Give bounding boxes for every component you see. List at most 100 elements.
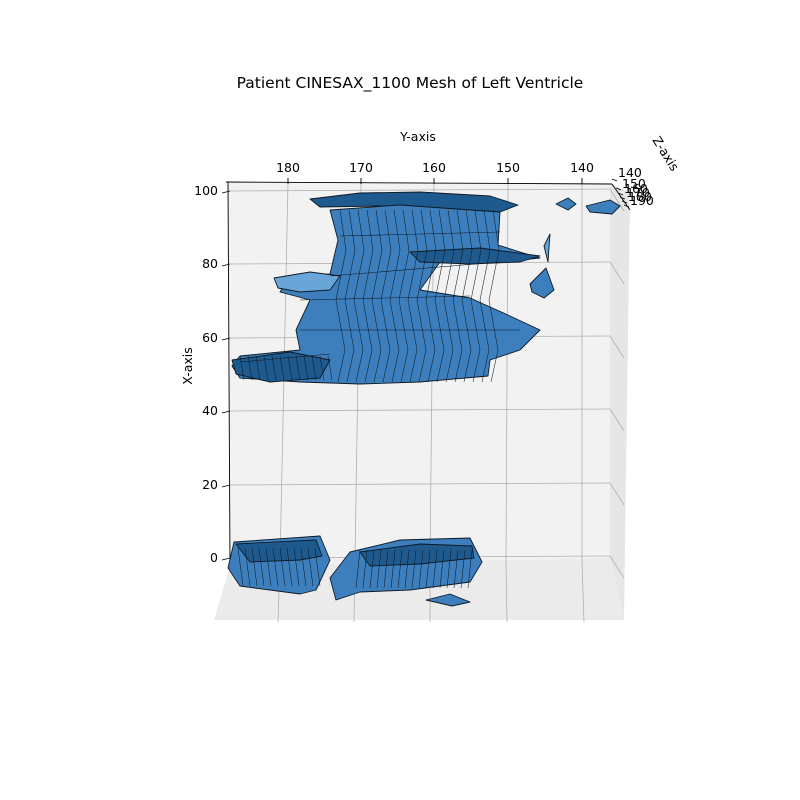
mesh-patch: [529, 267, 555, 299]
y-tick-label: 140: [570, 160, 594, 175]
mesh-edge: [383, 549, 389, 589]
mesh-edge: [452, 299, 463, 351]
y-tick-label: 170: [349, 160, 373, 175]
grid-line-x: [229, 188, 611, 192]
mesh-edge: [389, 299, 400, 351]
mesh-edge: [393, 209, 401, 251]
x-tick-label: 80: [202, 256, 218, 271]
mesh-edge: [481, 349, 490, 383]
mesh-edge: [287, 355, 293, 381]
mesh-edge: [376, 549, 382, 589]
mesh-edge: [369, 549, 375, 589]
mesh-edge: [279, 547, 286, 587]
mesh-edge: [400, 349, 409, 383]
mesh-edge: [483, 209, 491, 251]
x-tick-mark: [221, 190, 231, 194]
mesh-edge: [337, 349, 346, 383]
z-tick-label: 190: [630, 193, 654, 208]
x-tick-label: 60: [202, 330, 218, 345]
left-axis-line: [227, 181, 231, 567]
mesh-edge: [293, 547, 300, 587]
mesh-edge: [371, 249, 383, 301]
mesh-edge: [251, 547, 258, 587]
z-tick-label: 140: [618, 165, 642, 180]
grid-line-y-floor: [505, 561, 508, 623]
grid-line-x-side: [609, 555, 625, 579]
mesh-edge: [348, 209, 356, 251]
mesh-edge: [443, 249, 455, 301]
mesh-edge: [463, 349, 472, 383]
mesh-edge: [239, 353, 331, 363]
z-tick-mark: [611, 178, 618, 182]
mesh-edge: [389, 249, 401, 301]
mesh-edge: [397, 549, 403, 589]
mesh-edge: [436, 349, 445, 383]
mesh-patch: [555, 197, 577, 211]
mesh-patch: [273, 271, 341, 293]
mesh-edge: [488, 299, 499, 351]
mesh-edge: [353, 249, 365, 301]
mesh-edge: [445, 349, 454, 383]
mesh-edge: [353, 299, 364, 351]
mesh-edge: [472, 349, 481, 383]
mesh-patch: [359, 543, 475, 567]
mesh-edge: [355, 349, 364, 383]
mesh-patch: [585, 199, 621, 215]
mesh-edge: [258, 547, 265, 587]
y-axis-label: Y-axis: [399, 129, 436, 144]
mesh-edge: [237, 547, 244, 587]
mesh-edge: [418, 549, 424, 589]
mesh-edge: [265, 547, 272, 587]
mesh-edge: [375, 209, 383, 251]
mesh-edge: [362, 299, 373, 351]
mesh-edge: [446, 549, 452, 589]
mesh-patch: [425, 593, 471, 607]
mesh-edge: [479, 249, 491, 301]
z-tick-mark: [621, 200, 628, 204]
mesh-edge: [409, 349, 418, 383]
x-tick-label: 0: [210, 550, 218, 565]
x-tick-label: 40: [202, 403, 218, 418]
x-tick-label: 20: [202, 477, 218, 492]
mesh-edge: [407, 299, 418, 351]
x-tick-mark: [221, 557, 231, 561]
mesh-patch: [543, 233, 551, 263]
mesh-edge: [438, 209, 446, 251]
mesh-edge: [416, 299, 427, 351]
mesh-edge: [339, 209, 347, 251]
mesh-edge: [398, 299, 409, 351]
mesh-edge: [474, 209, 482, 251]
mesh-edge: [300, 547, 307, 587]
mesh-edge: [460, 549, 466, 589]
mesh-edge: [434, 299, 445, 351]
mesh-edge: [404, 549, 410, 589]
mesh-edge: [490, 349, 499, 383]
mesh-edge: [454, 349, 463, 383]
mesh-edge: [488, 249, 500, 301]
mesh-edge: [461, 249, 473, 301]
z-tick-label: 170: [626, 185, 650, 200]
mesh-edge: [373, 349, 382, 383]
top-axis-line: [225, 181, 613, 185]
x-tick-mark: [221, 337, 231, 341]
mesh-edge: [362, 249, 374, 301]
mesh-edge: [443, 299, 454, 351]
mesh-edge: [344, 299, 355, 351]
mesh-edge: [456, 209, 464, 251]
z-tick-mark: [619, 196, 626, 200]
mesh-edge: [384, 209, 392, 251]
mesh-edge: [425, 299, 436, 351]
mesh-edge: [319, 355, 325, 381]
mesh-edge: [420, 209, 428, 251]
mesh-edge: [429, 209, 437, 251]
mesh-edge: [432, 549, 438, 589]
grid-line-x-side: [609, 408, 625, 432]
z-tick-mark: [617, 192, 624, 196]
z-tick-label: 160: [624, 181, 648, 196]
mesh-edge: [366, 209, 374, 251]
mesh-edge: [425, 549, 431, 589]
z-tick-label: 180: [628, 189, 652, 204]
mesh-edge: [390, 549, 396, 589]
z-axis-label: Z-axis: [649, 134, 682, 174]
